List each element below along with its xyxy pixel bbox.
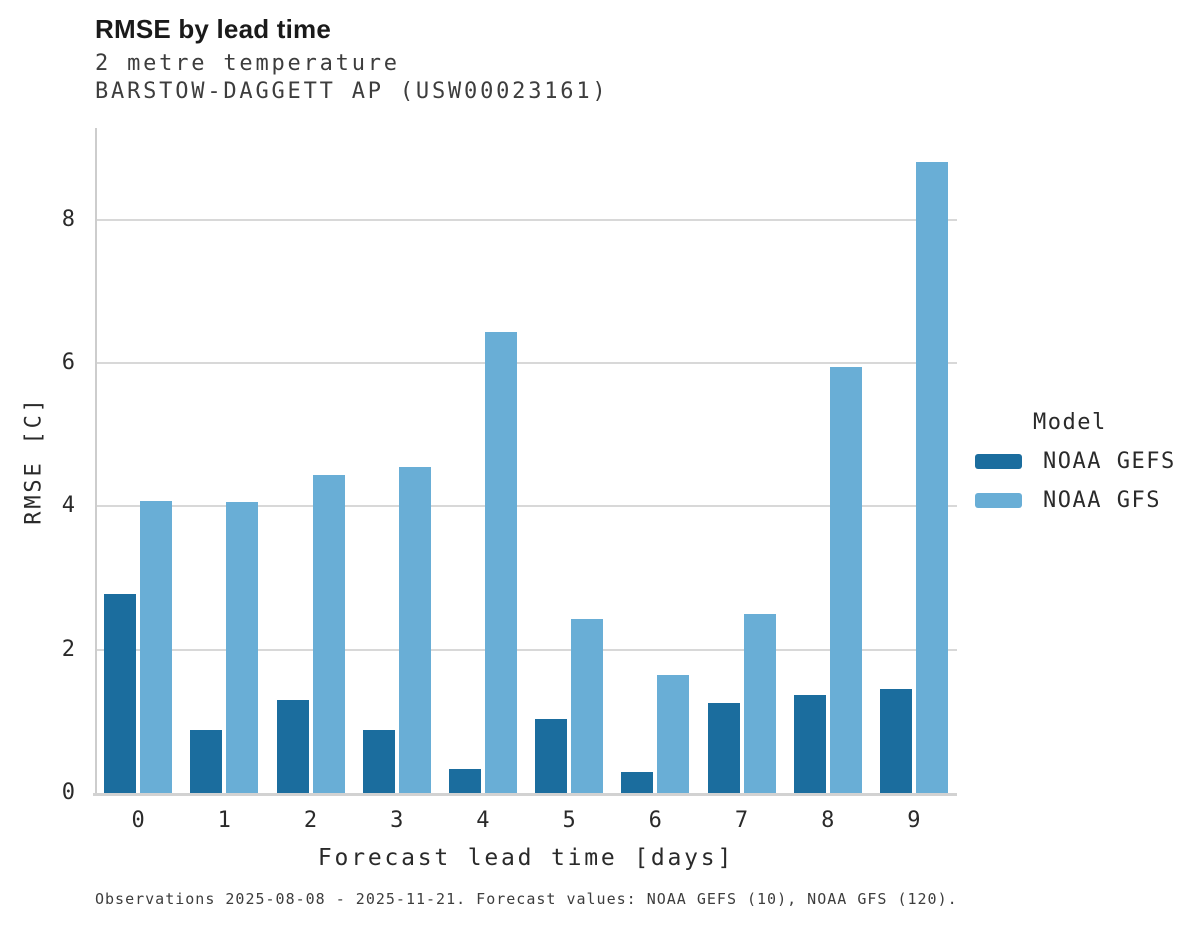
bar-noaa-gefs-lead-5 [535, 719, 568, 793]
gridline-y-4 [95, 505, 957, 508]
gridline-y-6 [95, 362, 957, 365]
bar-noaa-gefs-lead-7 [707, 702, 740, 793]
bar-noaa-gefs-lead-9 [879, 689, 912, 793]
bar-noaa-gfs-lead-9 [915, 162, 948, 793]
gridline-y-2 [95, 648, 957, 651]
legend-swatch-icon [975, 493, 1022, 508]
y-tick-0: 0 [61, 780, 75, 805]
y-axis-spine [95, 128, 97, 793]
bar-noaa-gfs-lead-3 [398, 466, 431, 793]
x-axis-ticks: 0 1 2 3 4 5 6 7 8 9 [95, 808, 957, 838]
legend-entry-noaa-gefs: NOAA GEFS [975, 449, 1176, 474]
bar-noaa-gfs-lead-6 [657, 674, 690, 793]
legend-title: Model [1033, 410, 1107, 435]
legend-label: NOAA GFS [1043, 488, 1161, 513]
y-tick-2: 2 [61, 636, 75, 662]
bar-noaa-gefs-lead-1 [190, 729, 223, 793]
y-axis-ticks: 0 2 4 6 8 [0, 128, 75, 805]
x-tick-9: 9 [907, 808, 921, 833]
bar-noaa-gfs-lead-4 [484, 331, 517, 793]
bar-noaa-gfs-lead-0 [140, 501, 173, 793]
legend-label: NOAA GEFS [1043, 449, 1176, 474]
x-axis-spine [93, 793, 957, 796]
plot-area [93, 128, 957, 796]
x-tick-6: 6 [648, 808, 662, 833]
bar-noaa-gefs-lead-6 [621, 771, 654, 793]
footer-caption: Observations 2025-08-08 - 2025-11-21. Fo… [95, 890, 958, 908]
x-tick-7: 7 [734, 808, 749, 833]
x-tick-0: 0 [131, 808, 145, 833]
bar-noaa-gefs-lead-3 [362, 729, 395, 793]
bar-noaa-gfs-lead-5 [571, 618, 604, 793]
bar-noaa-gfs-lead-7 [743, 613, 776, 793]
bar-noaa-gefs-lead-8 [793, 694, 826, 793]
legend-swatch-icon [975, 454, 1022, 469]
legend: Model NOAA GEFS NOAA GFS [975, 410, 1176, 527]
bar-noaa-gefs-lead-2 [276, 699, 309, 793]
x-tick-8: 8 [821, 808, 835, 833]
bar-noaa-gefs-lead-4 [448, 768, 481, 793]
chart-subtitle-station: BARSTOW-DAGGETT AP (USW00023161) [95, 79, 609, 104]
chart-title: RMSE by lead time [95, 14, 332, 44]
bar-noaa-gfs-lead-8 [829, 367, 862, 793]
x-tick-5: 5 [562, 808, 576, 833]
y-tick-4: 4 [61, 493, 75, 519]
bar-noaa-gfs-lead-1 [226, 502, 259, 793]
chart-subtitle-variable: 2 metre temperature [95, 51, 400, 76]
x-tick-3: 3 [390, 808, 404, 833]
y-tick-8: 8 [61, 206, 75, 232]
legend-entry-noaa-gfs: NOAA GFS [975, 488, 1176, 513]
gridline-y-8 [95, 218, 957, 221]
bar-noaa-gefs-lead-0 [104, 593, 137, 793]
bar-noaa-gfs-lead-2 [312, 474, 345, 793]
x-tick-4: 4 [476, 808, 490, 833]
y-tick-6: 6 [61, 350, 75, 376]
x-axis-label: Forecast lead time [days] [317, 845, 735, 871]
x-tick-2: 2 [303, 808, 318, 833]
x-tick-1: 1 [217, 808, 231, 833]
legend-entries: NOAA GEFS NOAA GFS [975, 449, 1176, 513]
